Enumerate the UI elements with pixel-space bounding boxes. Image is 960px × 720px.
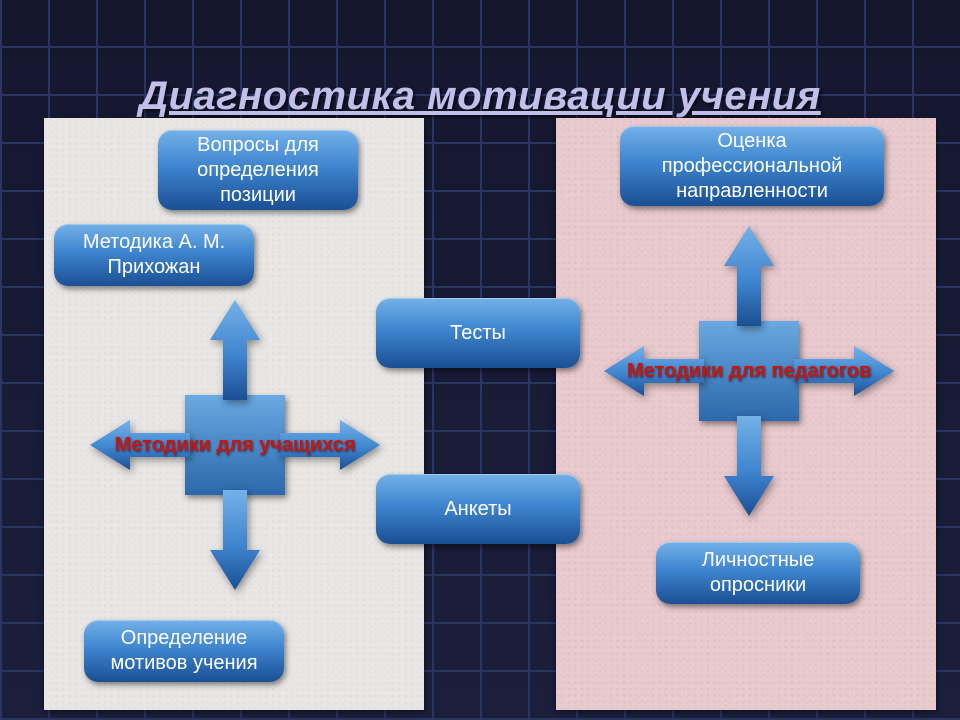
slide-title: Диагностика мотивации учения: [0, 74, 960, 119]
box-questionnaires-label: Личностные опросники: [670, 548, 846, 598]
box-questionnaires: Личностные опросники: [656, 542, 860, 604]
box-questions: Вопросы для определения позиции: [158, 130, 358, 210]
box-tests-label: Тесты: [450, 321, 506, 346]
box-surveys-label: Анкеты: [444, 497, 511, 522]
box-motives: Определение мотивов учения: [84, 620, 284, 682]
box-tests: Тесты: [376, 298, 580, 368]
box-surveys: Анкеты: [376, 474, 580, 544]
cluster-students: Методики для учащихся: [90, 300, 380, 590]
arrow-down-icon: [724, 416, 774, 516]
cluster-teachers-label: Методики для педагогов: [604, 360, 894, 383]
box-prof-orientation: Оценка профессиональной направленности: [620, 126, 884, 206]
arrow-up-icon: [724, 226, 774, 326]
arrow-up-icon: [210, 300, 260, 400]
cluster-students-label: Методики для учащихся: [90, 434, 380, 457]
cluster-teachers: Методики для педагогов: [604, 226, 894, 516]
box-prof-orientation-label: Оценка профессиональной направленности: [634, 129, 870, 204]
arrow-down-icon: [210, 490, 260, 590]
box-prikhozhan: Методика А. М. Прихожан: [54, 224, 254, 286]
box-prikhozhan-label: Методика А. М. Прихожан: [68, 230, 240, 280]
box-motives-label: Определение мотивов учения: [98, 626, 270, 676]
box-questions-label: Вопросы для определения позиции: [172, 133, 344, 208]
slide: Диагностика мотивации учения Вопросы для…: [0, 0, 960, 720]
